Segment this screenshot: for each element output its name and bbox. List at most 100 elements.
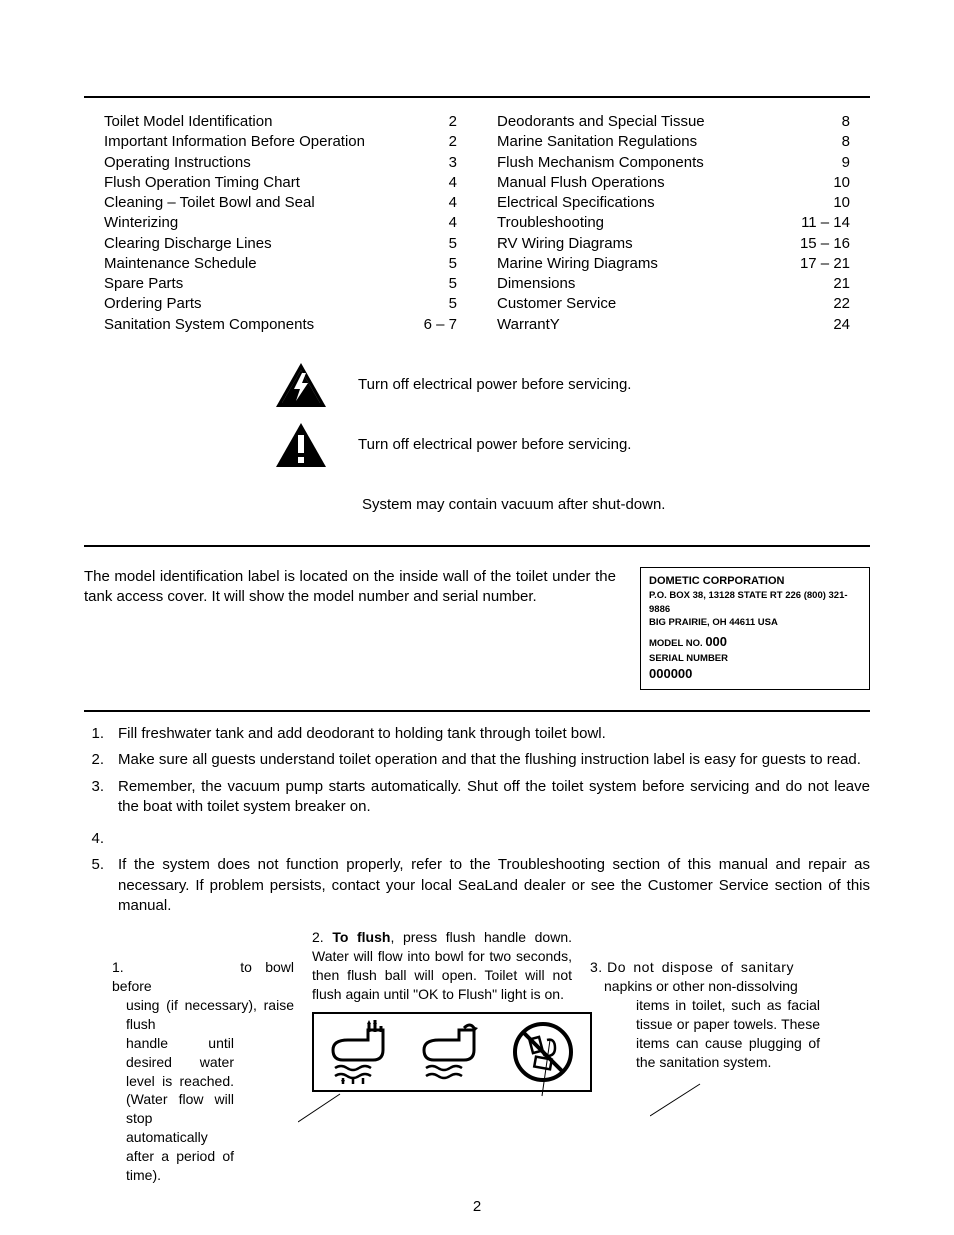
label-address-1: P.O. BOX 38, 13128 STATE RT 226 (800) 32… [649, 589, 861, 616]
toc-left-column: Toilet Model Identification2Important In… [104, 112, 457, 335]
toc-title: RV Wiring Diagrams [497, 234, 633, 254]
toc-title: Ordering Parts [104, 294, 202, 314]
toc-title: Toilet Model Identification [104, 112, 272, 132]
toc-page: 11 – 14 [801, 213, 850, 233]
toc-right-column: Deodorants and Special Tissue8Marine San… [497, 112, 850, 335]
flush-step-3-line2: napkins or other non-dissolving [590, 977, 820, 996]
important-item: 2.Make sure all guests understand toilet… [84, 750, 870, 770]
toc-title: Dimensions [497, 274, 575, 294]
flush-step-2-num: 2. [312, 929, 324, 945]
label-model-prefix: MODEL NO. [649, 638, 705, 649]
list-text: Remember, the vacuum pump starts automat… [118, 777, 870, 818]
toc-page: 4 [449, 173, 457, 193]
toc-title: Marine Wiring Diagrams [497, 254, 658, 274]
model-id-text: The model identification label is locate… [84, 567, 616, 690]
warning-row-electrical: Turn off electrical power before servici… [84, 355, 870, 415]
toc-page: 10 [833, 193, 850, 213]
toilet-flush-icon [414, 1020, 494, 1084]
toc-entry: WarrantY 24 [497, 315, 850, 335]
flush-step-3-rest: items in toilet, such as facial tissue o… [590, 996, 820, 1072]
toc-page: 4 [449, 213, 457, 233]
toc-title: Electrical Specifications [497, 193, 655, 213]
toc-title: Flush Operation Timing Chart [104, 173, 300, 193]
toc-title: Winterizing [104, 213, 178, 233]
flush-step-1-pre: to bowl before [112, 959, 294, 994]
toc-page: 21 [833, 274, 850, 294]
toc-page: 10 [833, 173, 850, 193]
toc-entry: Operating Instructions3 [104, 153, 457, 173]
toc-page: 8 [842, 132, 850, 152]
list-number: 2. [84, 750, 118, 770]
toc-page: 8 [842, 112, 850, 132]
toc-page: 24 [833, 315, 850, 335]
toc-entry: Flush Mechanism Components9 [497, 153, 850, 173]
toc-entry: RV Wiring Diagrams 15 – 16 [497, 234, 850, 254]
toc-page: 5 [449, 274, 457, 294]
toc-entry: Sanitation System Components6 – 7 [104, 315, 457, 335]
important-info-list: 1.Fill freshwater tank and add deodorant… [84, 712, 870, 916]
exclamation-warning-icon [274, 421, 328, 469]
warning-row-vacuum: System may contain vacuum after shut-dow… [84, 475, 870, 545]
label-serial-value: 000000 [649, 665, 861, 683]
toc-entry: Marine Wiring Diagrams 17 – 21 [497, 254, 850, 274]
toc-page: 2 [449, 112, 457, 132]
toc-title: Cleaning – Toilet Bowl and Seal [104, 193, 315, 213]
toc-page: 5 [449, 254, 457, 274]
toc-entry: Manual Flush Operations 10 [497, 173, 850, 193]
warning-text-1: Turn off electrical power before servici… [358, 375, 631, 395]
flush-step-3: 3. Do not dispose of sanitary napkins or… [590, 928, 820, 1071]
toc-entry: Maintenance Schedule5 [104, 254, 457, 274]
label-model-value: 000 [705, 634, 727, 649]
toc-entry: Important Information Before Operation 2 [104, 132, 457, 152]
flush-step-1: 1. to bowl before using (if necessary), … [84, 928, 294, 1185]
toc-entry: Winterizing 4 [104, 213, 457, 233]
toc-title: Important Information Before Operation [104, 132, 365, 152]
toc-title: Deodorants and Special Tissue [497, 112, 705, 132]
page-number: 2 [0, 1197, 954, 1217]
model-id-label-box: DOMETIC CORPORATION P.O. BOX 38, 13128 S… [640, 567, 870, 690]
flush-step-2-bold: To flush [332, 929, 390, 945]
toc-title: Customer Service [497, 294, 616, 314]
flush-illustration [312, 1012, 592, 1092]
flush-step-3-pre: Do not dispose of sanitary [607, 959, 794, 975]
list-text: Fill freshwater tank and add deodorant t… [118, 724, 870, 744]
label-serial-prefix: SERIAL NUMBER [649, 652, 861, 665]
flush-step-1-line2: using (if necessary), raise flush [112, 996, 294, 1034]
important-item: 3.Remember, the vacuum pump starts autom… [84, 777, 870, 818]
toc-title: Manual Flush Operations [497, 173, 665, 193]
toc-entry: Marine Sanitation Regulations 8 [497, 132, 850, 152]
toc-entry: Deodorants and Special Tissue 8 [497, 112, 850, 132]
toc-entry: Customer Service22 [497, 294, 850, 314]
flush-step-1-num: 1. [112, 959, 124, 975]
toc-entry: Ordering Parts5 [104, 294, 457, 314]
warning-row-caution: Turn off electrical power before servici… [84, 415, 870, 475]
toc-entry: Clearing Discharge Lines 5 [104, 234, 457, 254]
toc-page: 2 [449, 132, 457, 152]
model-id-section: The model identification label is locate… [84, 547, 870, 710]
toc-page: 17 – 21 [800, 254, 850, 274]
toc-title: Spare Parts [104, 274, 183, 294]
toc-title: WarrantY [497, 315, 560, 335]
toc-title: Clearing Discharge Lines [104, 234, 272, 254]
important-item: 5.If the system does not function proper… [84, 855, 870, 916]
bolt-warning-icon [274, 361, 328, 409]
toc-title: Flush Mechanism Components [497, 153, 704, 173]
toc-entry: Troubleshooting11 – 14 [497, 213, 850, 233]
list-number: 4. [84, 829, 118, 849]
label-company: DOMETIC CORPORATION [649, 574, 861, 589]
toc-entry: Cleaning – Toilet Bowl and Seal4 [104, 193, 457, 213]
list-number: 3. [84, 777, 118, 818]
list-text: Make sure all guests understand toilet o… [118, 750, 870, 770]
list-text [118, 829, 870, 849]
list-text: If the system does not function properly… [118, 855, 870, 916]
no-dispose-icon [505, 1020, 581, 1084]
important-item: 4. [84, 829, 870, 849]
list-number: 5. [84, 855, 118, 916]
toc-title: Marine Sanitation Regulations [497, 132, 697, 152]
toc-page: 15 – 16 [800, 234, 850, 254]
toc-page: 5 [449, 234, 457, 254]
toc-title: Operating Instructions [104, 153, 251, 173]
toc-title: Sanitation System Components [104, 315, 314, 335]
label-address-2: BIG PRAIRIE, OH 44611 USA [649, 616, 861, 629]
toc-entry: Electrical Specifications 10 [497, 193, 850, 213]
